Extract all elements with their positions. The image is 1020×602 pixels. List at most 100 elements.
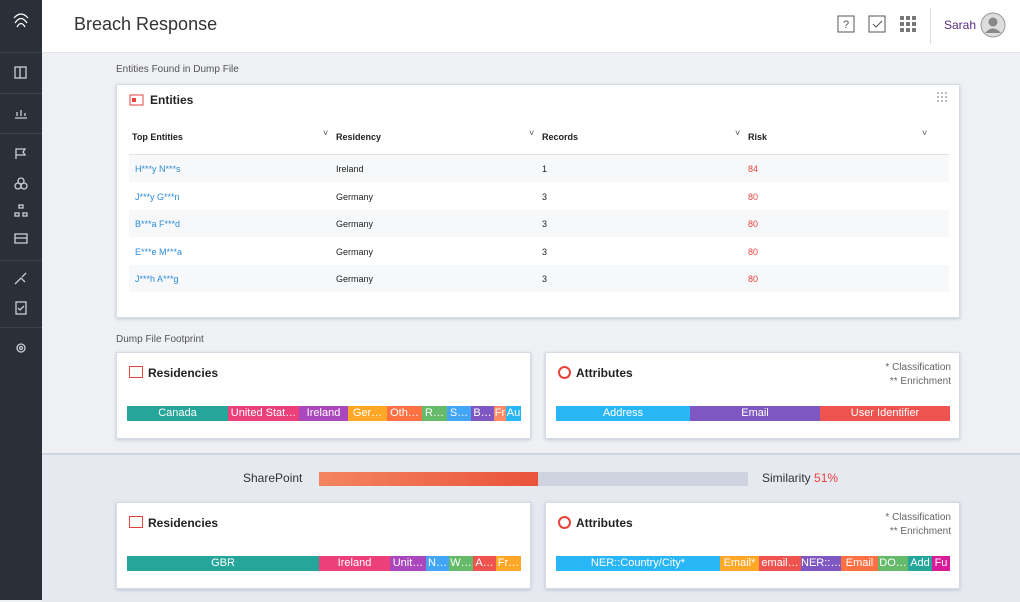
bar-segment: email… (759, 556, 801, 571)
card-title: Residencies (148, 366, 219, 380)
entity-link[interactable]: J***h A***g (135, 274, 179, 285)
entity-link[interactable]: E***e M***a (135, 246, 183, 257)
sort-icon[interactable]: ˅ (323, 128, 329, 138)
residencies-card: Residencies GBR Ireland Unit… N… W… A… Fr… (116, 502, 531, 589)
column-header: Top Entities (132, 132, 183, 142)
table-cell: 84 (748, 164, 759, 174)
bar-segment: S… (447, 406, 471, 421)
table-cell: 3 (542, 274, 548, 285)
entity-link[interactable]: H***y N***s (135, 164, 181, 174)
table-cell: 3 (542, 219, 548, 230)
similarity-label: Similarity (762, 471, 811, 485)
bar-segment: NER::Country/City* (556, 556, 720, 571)
attributes-card: Attributes * Classification ** Enrichment A… (545, 352, 960, 439)
row-stripe (129, 210, 949, 238)
row-stripe (129, 155, 949, 182)
table-cell: Germany (336, 274, 374, 285)
divider (0, 133, 42, 134)
column-header: Residency (336, 132, 382, 142)
bar-segment: Email (841, 556, 878, 571)
card-title: Residencies (148, 516, 219, 530)
divider (0, 93, 42, 94)
card-icon (129, 94, 144, 106)
sidebar-icons (13, 13, 29, 353)
bar-segment: Unit… (390, 556, 426, 571)
card-title: Attributes (576, 516, 633, 530)
row-stripe (129, 265, 949, 293)
entities-card: Entities Top Entities ˅ Residency ˅ Records ˅… (116, 84, 960, 318)
table-cell: Germany (336, 191, 374, 202)
bar-segment: Add (908, 556, 932, 571)
table-cell: Ireland (336, 164, 364, 174)
column-header: Records (542, 132, 579, 142)
card-icon (129, 366, 143, 378)
grid-icon[interactable] (937, 92, 951, 106)
similarity: Similarity 51% (762, 471, 838, 485)
similarity-track (319, 472, 748, 486)
bar-segment: DO… (878, 556, 908, 571)
bar-segment: A… (473, 556, 496, 571)
residencies-card: Residencies Canada United Stat… Ireland Ger…… (116, 352, 531, 439)
svg-text:?: ? (843, 19, 849, 31)
user-name[interactable]: Sarah (944, 18, 977, 32)
bar-segment: Email (690, 406, 820, 421)
bar-segment: United Stat… (228, 406, 299, 421)
bar-segment: Ger… (348, 406, 387, 421)
bar-segment: Au (506, 406, 521, 421)
bar-segment: User Identifier (820, 406, 950, 421)
bar-segment: GBR (127, 556, 319, 571)
table-cell: 80 (748, 219, 759, 230)
bar-segment: Address (556, 406, 690, 421)
card-icon (129, 516, 143, 528)
table-cell: 80 (748, 191, 759, 202)
section-caption: Entities Found in Dump File (116, 64, 239, 75)
bar-segment: Fr… (496, 556, 521, 571)
page-title: Breach Response (74, 14, 218, 34)
legend-note: ** Enrichment (889, 376, 951, 387)
bar-segment: Ireland (299, 406, 348, 421)
bar-segment: R… (422, 406, 447, 421)
avatar[interactable] (980, 12, 1006, 38)
similarity-value: 51% (814, 471, 839, 485)
table-cell: 3 (542, 246, 548, 257)
divider (0, 327, 42, 328)
table-cell: 3 (542, 191, 548, 202)
divider (930, 8, 931, 44)
bar-segment: Canada (127, 406, 228, 421)
table-cell: 80 (748, 246, 759, 257)
bar-segment: Fr (494, 406, 506, 421)
card-icon (558, 516, 571, 529)
bar-segment: Fu (932, 556, 950, 571)
bar-segment: NER::… (801, 556, 841, 571)
divider (0, 52, 42, 53)
table-cell: 80 (748, 274, 759, 285)
table-cell: 1 (542, 164, 548, 174)
entity-link[interactable]: J***y G***n (135, 191, 180, 202)
sort-icon[interactable]: ˅ (922, 128, 928, 138)
card-title: Entities (150, 93, 194, 107)
section-caption: Dump File Footprint (116, 334, 204, 345)
stacked-bar: Canada United Stat… Ireland Ger… Oth… R… S… B… F… (127, 406, 521, 421)
attributes-card: Attributes * Classification ** Enrichment N… (545, 502, 960, 589)
bar-segment: W… (449, 556, 473, 571)
sort-icon[interactable]: ˅ (735, 128, 741, 138)
similarity-fill (319, 472, 538, 486)
stacked-bar: NER::Country/City* Email* email… NER::… Emai… (556, 556, 950, 571)
legend-note: * Classification (885, 362, 951, 373)
header: Breach Response ? Sarah (42, 0, 1020, 53)
bar-segment: Ireland (319, 556, 390, 571)
stacked-bar: Address Email User Identifier (556, 406, 950, 421)
header-rule (129, 154, 949, 155)
entity-link[interactable]: B***a F***d (135, 219, 181, 230)
sort-icon[interactable]: ˅ (529, 128, 535, 138)
bar-segment: B… (471, 406, 494, 421)
legend-note: * Classification (885, 512, 951, 523)
table-cell: Germany (336, 246, 374, 257)
bar-segment: Oth… (387, 406, 422, 421)
divider (0, 260, 42, 261)
card-title: Attributes (576, 366, 633, 380)
legend-note: ** Enrichment (889, 526, 951, 537)
header-icons[interactable]: ? (836, 14, 926, 36)
column-header: Risk (748, 132, 768, 142)
